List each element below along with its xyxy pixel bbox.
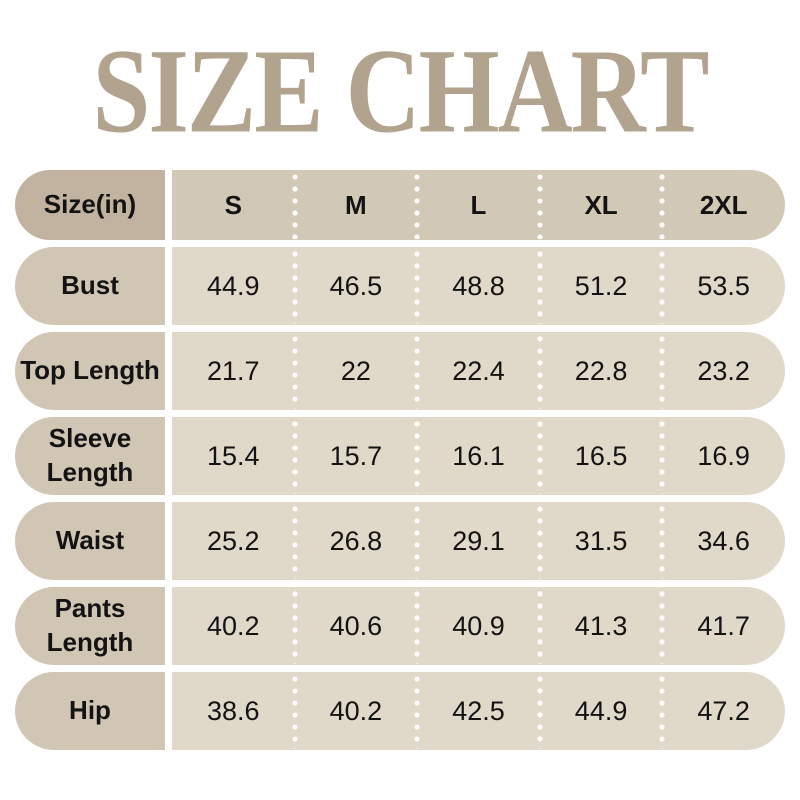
value-cell: 15.7	[291, 417, 418, 495]
value-cell: 44.9	[207, 270, 260, 301]
value-cell: 51.2	[536, 247, 663, 325]
row-label-pants-length: Pants Length	[15, 587, 165, 666]
column-header-l: L	[414, 170, 540, 240]
row-label-sleeve-length: Sleeve Length	[15, 417, 165, 496]
value-cell: 16.5	[536, 417, 663, 495]
table-header-row: Size(in) S M L XL 2XL	[15, 170, 785, 241]
row-values-group: 38.6 40.2 42.5 44.9 47.2	[172, 672, 785, 751]
column-header-2xl: 2XL	[659, 170, 785, 240]
value-cell: 23.2	[659, 332, 785, 410]
row-values-group: 15.4 15.7 16.1 16.5 16.9	[172, 417, 785, 496]
value-cell: 42.5	[414, 672, 540, 750]
value-cell: 29.1	[414, 502, 540, 580]
column-header-size: Size(in)	[15, 170, 165, 241]
value-cell: 40.6	[291, 587, 418, 665]
page-title: SIZE CHART	[92, 24, 710, 159]
column-header-m: M	[291, 170, 418, 240]
row-values-group: 21.7 22 22.4 22.8 23.2	[172, 332, 785, 411]
value-cell: 15.4	[207, 440, 260, 471]
value-cell: 22	[291, 332, 418, 410]
value-cell: 22.4	[414, 332, 540, 410]
column-header-xl: XL	[536, 170, 663, 240]
value-cell: 44.9	[536, 672, 663, 750]
value-cell: 53.5	[659, 247, 785, 325]
value-cell: 22.8	[536, 332, 663, 410]
row-label-waist: Waist	[15, 502, 165, 581]
value-cell: 16.9	[659, 417, 785, 495]
value-cell: 38.6	[207, 695, 260, 726]
header-values-group: S M L XL 2XL	[172, 170, 785, 241]
value-cell: 40.2	[207, 610, 260, 641]
value-cell: 16.1	[414, 417, 540, 495]
table-row-sleeve-length: Sleeve Length 15.4 15.7 16.1 16.5 16.9	[15, 417, 785, 496]
row-values-group: 40.2 40.6 40.9 41.3 41.7	[172, 587, 785, 666]
table-row-top-length: Top Length 21.7 22 22.4 22.8 23.2	[15, 332, 785, 411]
value-cell: 40.9	[414, 587, 540, 665]
table-row-waist: Waist 25.2 26.8 29.1 31.5 34.6	[15, 502, 785, 581]
value-cell: 40.2	[291, 672, 418, 750]
value-cell: 26.8	[291, 502, 418, 580]
value-cell: 41.7	[659, 587, 785, 665]
table-row-bust: Bust 44.9 46.5 48.8 51.2 53.5	[15, 247, 785, 326]
value-cell: 48.8	[414, 247, 540, 325]
value-cell: 41.3	[536, 587, 663, 665]
table-row-pants-length: Pants Length 40.2 40.6 40.9 41.3 41.7	[15, 587, 785, 666]
row-label-bust: Bust	[15, 247, 165, 326]
row-values-group: 25.2 26.8 29.1 31.5 34.6	[172, 502, 785, 581]
column-header-s: S	[224, 189, 242, 220]
row-label-top-length: Top Length	[15, 332, 165, 411]
row-label-hip: Hip	[15, 672, 165, 751]
value-cell: 46.5	[291, 247, 418, 325]
value-cell: 31.5	[536, 502, 663, 580]
table-row-hip: Hip 38.6 40.2 42.5 44.9 47.2	[15, 672, 785, 751]
value-cell: 21.7	[207, 355, 260, 386]
size-chart-table: Size(in) S M L XL 2XL Bust 44.9 46.5 48.…	[15, 170, 785, 751]
value-cell: 47.2	[659, 672, 785, 750]
value-cell: 34.6	[659, 502, 785, 580]
value-cell: 25.2	[207, 525, 260, 556]
row-values-group: 44.9 46.5 48.8 51.2 53.5	[172, 247, 785, 326]
